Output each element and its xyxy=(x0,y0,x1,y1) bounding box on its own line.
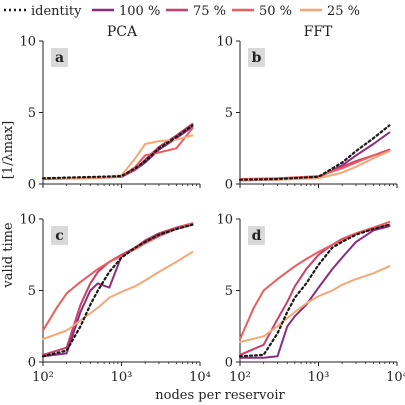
series-line-75 xyxy=(239,148,391,181)
panels: 0 5 10 a 0 5 10 b 0 5 10 10² 10³ 10⁴ c 0 5 10 10² 10³ 10⁴ d xyxy=(19,35,405,386)
panel-badge xyxy=(51,48,68,67)
legend-label: 50 % xyxy=(259,4,292,19)
series-line-25 xyxy=(239,265,391,343)
y-tick-label: 10 xyxy=(216,213,233,228)
series-line-50 xyxy=(239,220,391,341)
legend-label: 25 % xyxy=(327,4,360,19)
legend-label: identity xyxy=(31,4,82,19)
x-tick-label: 10³ xyxy=(308,370,330,385)
x-tick-label: 10⁴ xyxy=(386,370,405,385)
panel-letter: a xyxy=(55,50,64,66)
series-line-50 xyxy=(42,127,194,180)
series-line-50 xyxy=(239,150,391,180)
y-tick-label: 0 xyxy=(28,178,36,193)
y-tick-label: 10 xyxy=(216,35,233,50)
panel-letter: c xyxy=(55,228,64,244)
series-line-100 xyxy=(239,225,391,359)
legend-label: 75 % xyxy=(193,4,226,19)
legend-entry: 100 % xyxy=(92,4,160,19)
series-line-100 xyxy=(42,125,194,180)
legend-label: 100 % xyxy=(119,4,160,19)
series-line-50 xyxy=(42,222,194,332)
legend-entry: 75 % xyxy=(166,4,226,19)
series-line-identity xyxy=(41,223,194,358)
panel-c: 0 5 10 10² 10³ 10⁴ c xyxy=(19,213,210,386)
series-line-identity xyxy=(238,124,391,181)
column-title-pca: PCA xyxy=(107,24,138,40)
legend-entry: 50 % xyxy=(232,4,292,19)
series-line-identity xyxy=(238,223,391,358)
x-tick-label: 10³ xyxy=(111,370,133,385)
legend-entry: 25 % xyxy=(300,4,360,19)
series-line-identity xyxy=(41,124,194,180)
series-line-75 xyxy=(42,122,194,180)
y-axis-label-top: [1/λmax] xyxy=(1,121,16,179)
x-axis-label: nodes per reservoir xyxy=(155,388,285,403)
panel-d: 0 5 10 10² 10³ 10⁴ d xyxy=(216,213,405,386)
y-axis-label-bottom: valid time xyxy=(1,222,16,289)
y-tick-label: 0 xyxy=(225,178,233,193)
panel-a: 0 5 10 a xyxy=(19,35,201,193)
panel-badge xyxy=(51,226,68,245)
panel-badge xyxy=(248,48,265,67)
y-tick-label: 0 xyxy=(28,356,36,371)
panel-letter: b xyxy=(252,50,262,66)
legend-entry: identity xyxy=(4,4,82,19)
y-tick-label: 10 xyxy=(19,35,36,50)
panel-letter: d xyxy=(252,228,262,244)
x-tick-label: 10² xyxy=(32,370,54,385)
y-tick-label: 0 xyxy=(225,356,233,371)
column-title-fft: FFT xyxy=(304,24,333,40)
y-tick-label: 5 xyxy=(225,284,233,299)
y-tick-label: 5 xyxy=(28,106,36,121)
x-tick-label: 10⁴ xyxy=(189,370,211,385)
series-line-25 xyxy=(42,250,194,341)
panel-badge xyxy=(248,226,265,245)
y-tick-label: 10 xyxy=(19,213,36,228)
x-tick-label: 10² xyxy=(229,370,251,385)
y-tick-label: 5 xyxy=(28,284,36,299)
panel-b: 0 5 10 b xyxy=(216,35,398,193)
y-tick-label: 5 xyxy=(225,106,233,121)
legend: identity 100 % 75 % 50 % 25 % xyxy=(4,4,360,19)
